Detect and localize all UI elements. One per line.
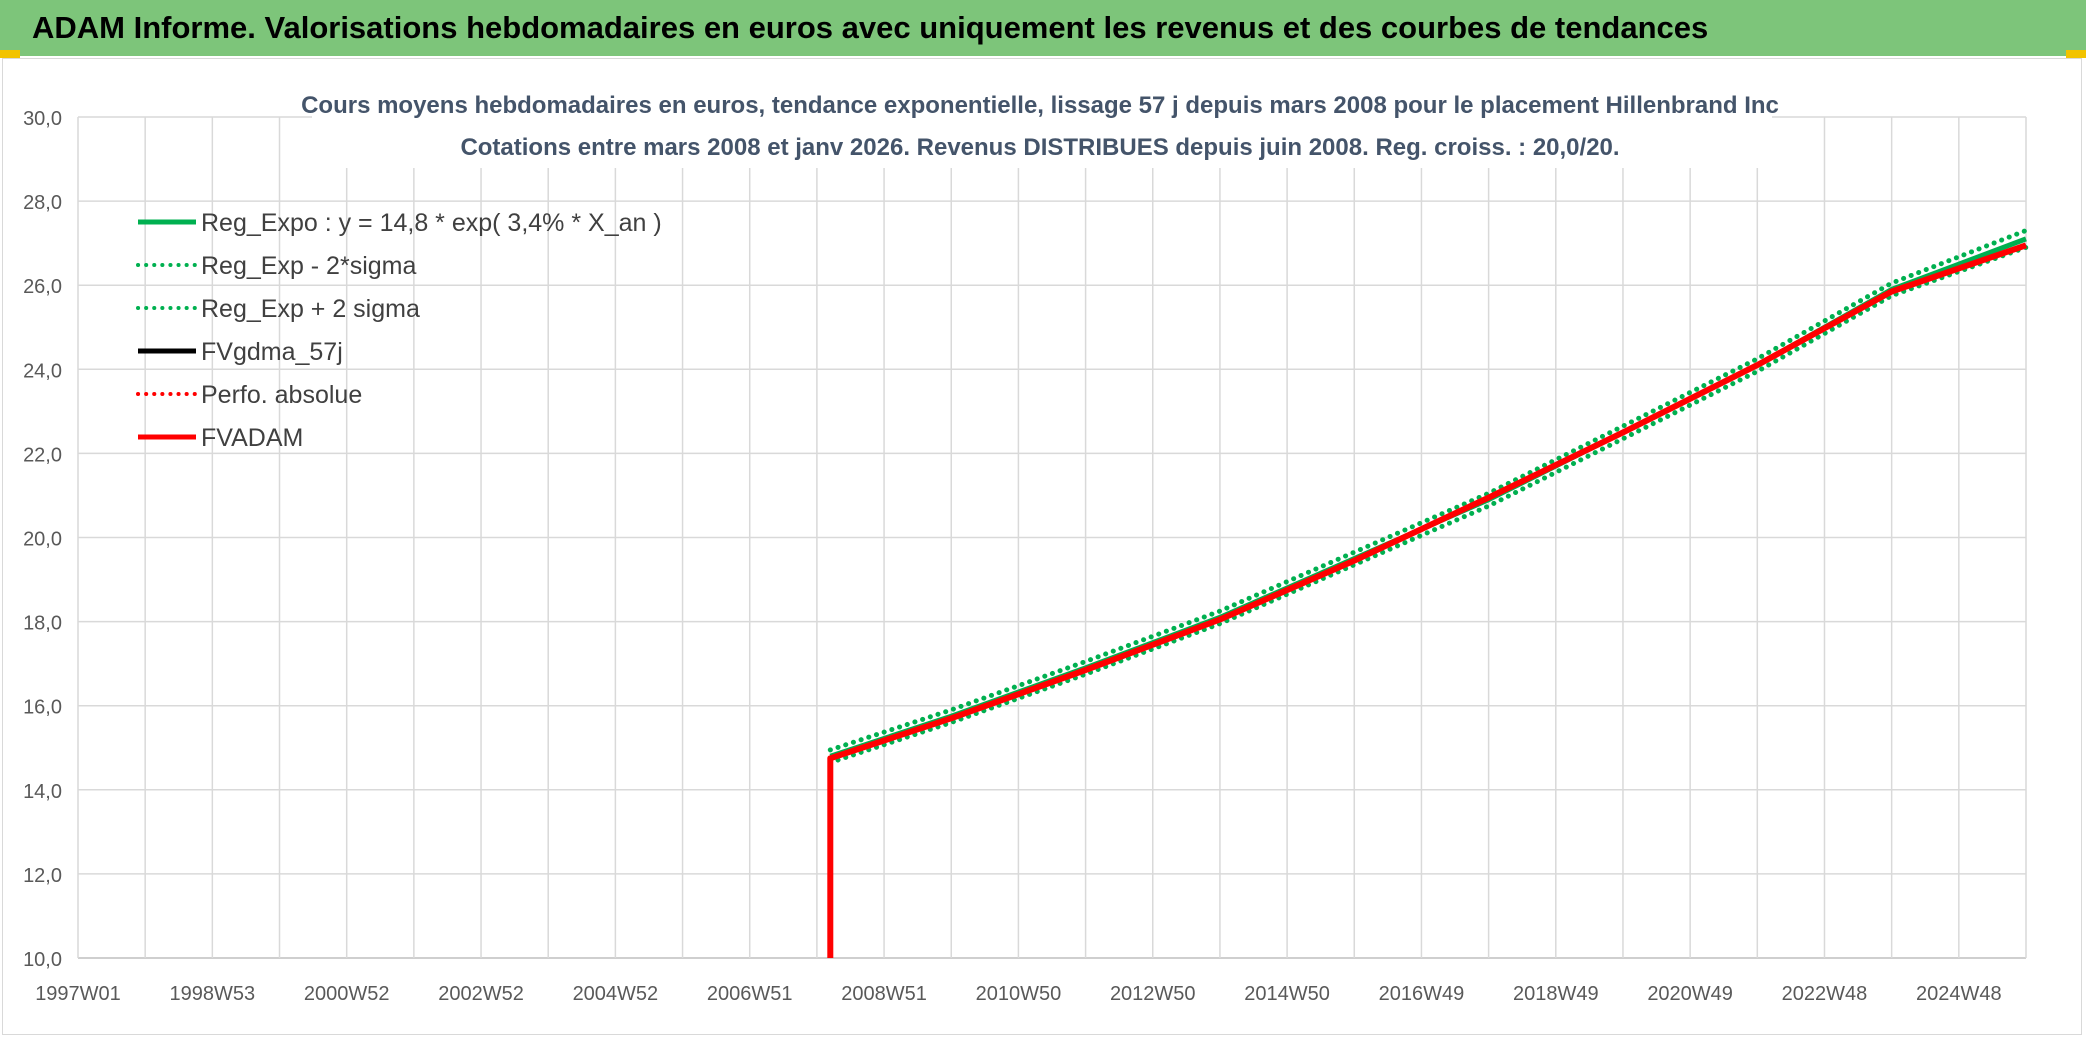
x-tick-label: 2018W49 bbox=[1513, 983, 1599, 1005]
y-tick-label: 12,0 bbox=[23, 865, 62, 887]
legend-label: FVADAM bbox=[201, 424, 303, 452]
banner-corner-left bbox=[0, 50, 20, 58]
y-tick-label: 18,0 bbox=[23, 613, 62, 635]
x-tick-label: 2020W49 bbox=[1647, 983, 1733, 1005]
legend-label: Perfo. absolue bbox=[201, 381, 362, 409]
x-tick-label: 2000W52 bbox=[304, 983, 390, 1005]
x-tick-label: 2010W50 bbox=[976, 983, 1062, 1005]
x-tick-label: 2012W50 bbox=[1110, 983, 1196, 1005]
y-tick-label: 16,0 bbox=[23, 697, 62, 719]
y-tick-label: 14,0 bbox=[23, 781, 62, 803]
x-tick-label: 2006W51 bbox=[707, 983, 793, 1005]
y-tick-label: 20,0 bbox=[23, 529, 62, 551]
x-tick-label: 2004W52 bbox=[573, 983, 659, 1005]
chart-title: Cours moyens hebdomadaires en euros, ten… bbox=[301, 92, 1779, 119]
x-tick-label: 2024W48 bbox=[1916, 983, 2002, 1005]
chart-legend: Reg_Expo : y = 14,8 * exp( 3,4% * X_an )… bbox=[136, 209, 662, 452]
x-tick-label: 2008W51 bbox=[841, 983, 927, 1005]
y-tick-label: 26,0 bbox=[23, 276, 62, 298]
plot-area bbox=[827, 228, 2029, 958]
x-tick-label: 2002W52 bbox=[438, 983, 524, 1005]
banner-corner-right bbox=[2066, 50, 2086, 58]
series-line-2 bbox=[827, 228, 2029, 753]
y-axis: 10,0 12,0 14,0 16,0 18,0 20,0 22,0 24,0 26,0 28,0… bbox=[23, 108, 62, 971]
y-tick-label: 30,0 bbox=[23, 108, 62, 130]
y-tick-label: 22,0 bbox=[23, 444, 62, 466]
y-tick-label: 28,0 bbox=[23, 192, 62, 214]
series-line-1 bbox=[827, 244, 2029, 765]
x-tick-label: 2022W48 bbox=[1782, 983, 1868, 1005]
legend-label: Reg_Expo : y = 14,8 * exp( 3,4% * X_an ) bbox=[201, 209, 662, 237]
chart-subtitle: Cotations entre mars 2008 et janv 2026. … bbox=[460, 134, 1619, 161]
x-axis: 1997W01 1998W53 2000W52 2002W52 2004W52 2006W… bbox=[35, 983, 2001, 1005]
x-tick-label: 1998W53 bbox=[170, 983, 256, 1005]
series-line-5 bbox=[827, 242, 2027, 958]
legend-label: FVgdma_57j bbox=[201, 338, 343, 366]
report-banner: ADAM Informe. Valorisations hebdomadaire… bbox=[0, 0, 2086, 56]
report-title: ADAM Informe. Valorisations hebdomadaire… bbox=[32, 10, 1709, 45]
chart-frame bbox=[2, 58, 2082, 1035]
y-tick-label: 10,0 bbox=[23, 949, 62, 971]
chart-grid bbox=[77, 116, 2027, 959]
x-tick-label: 1997W01 bbox=[35, 983, 121, 1005]
legend-label: Reg_Exp + 2 sigma bbox=[201, 295, 420, 323]
title-background bbox=[312, 88, 1772, 168]
x-tick-label: 2016W49 bbox=[1379, 983, 1465, 1005]
x-tick-label: 2014W50 bbox=[1244, 983, 1330, 1005]
legend-label: Reg_Exp - 2*sigma bbox=[201, 252, 416, 280]
y-tick-label: 24,0 bbox=[23, 360, 62, 382]
